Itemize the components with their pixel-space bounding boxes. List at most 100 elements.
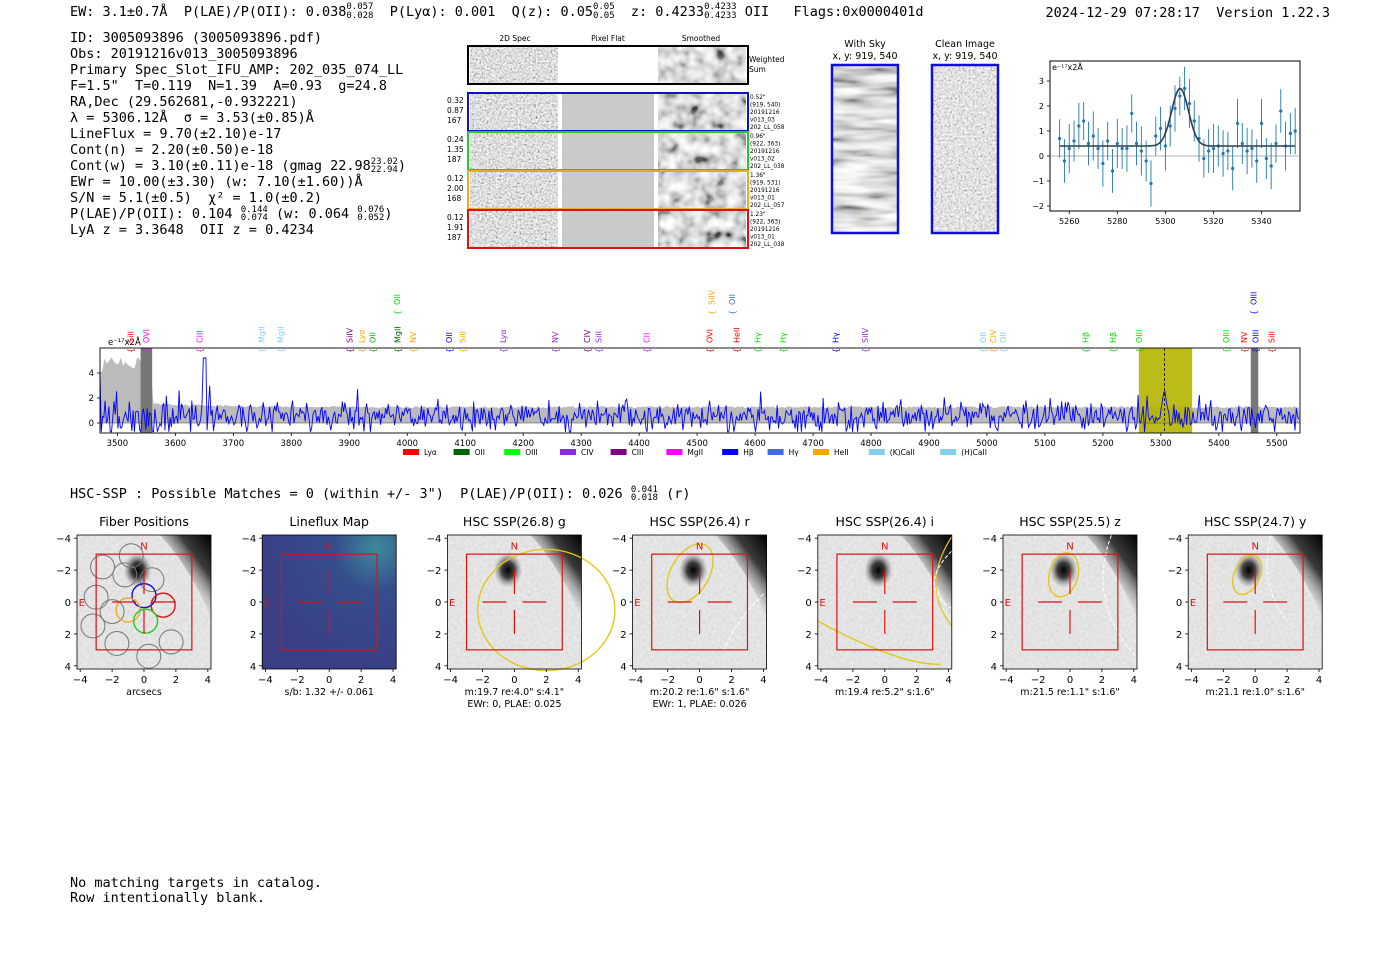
data-point xyxy=(1125,146,1129,151)
source-ellipse xyxy=(817,620,941,665)
cutout-info-line: 202_LL_057 xyxy=(750,203,785,209)
x-tick-label: 3700 xyxy=(223,439,245,449)
compass-east: E xyxy=(79,598,85,609)
emission-line-brace: { xyxy=(705,348,714,353)
cutout-info-line: v013_02 xyxy=(750,157,775,163)
legend-swatch xyxy=(560,449,576,455)
weighted-sum-row: Weighted Sum xyxy=(467,45,785,85)
x-tick-label: 0 xyxy=(141,675,147,686)
x-tick-label: 4700 xyxy=(802,439,824,449)
emission-line-label: Hβ { xyxy=(1082,332,1091,353)
data-point xyxy=(1269,164,1273,168)
emission-line-label: OII { xyxy=(369,332,378,353)
header-qz-hi: 0.05 xyxy=(592,2,615,12)
x-tick-label: 0 xyxy=(1252,675,1258,686)
galaxy-blob xyxy=(1049,552,1078,588)
sky-images: With Sky x, y: 919, 540 Clean Image x, y… xyxy=(830,39,1000,235)
bright-corner xyxy=(715,535,767,619)
info-contw-lo: 22.94 xyxy=(370,165,398,175)
y-tick-label: −4 xyxy=(797,534,812,545)
masked-region xyxy=(140,348,153,433)
emission-line-brace: { xyxy=(357,348,366,353)
aperture-box xyxy=(465,553,563,651)
y-tick-label: 2 xyxy=(620,630,626,641)
cutout-info-line: v013_03 xyxy=(750,118,775,124)
x-tick-label: 5280 xyxy=(1107,217,1127,226)
emission-line-text: OII xyxy=(999,332,1008,343)
fiber-circle xyxy=(112,562,138,588)
info-ewr: EWr = 10.00(±3.30) (w: 7.10(±1.60))Å xyxy=(70,174,363,190)
source-ellipse xyxy=(935,536,953,627)
panel-group: Fiber PositionsNE−44−22002−24−4arcsecsLi… xyxy=(56,514,1323,710)
col-smoothed-label: Smoothed xyxy=(682,34,721,43)
clean-image xyxy=(932,65,998,233)
emission-line-label: Hγ { xyxy=(779,332,788,353)
info-contw: Cont(w) = 3.10(±0.11)e-18 (gmag 22.98 23.… xyxy=(70,158,406,175)
x-tick-label: 4200 xyxy=(512,439,534,449)
cutout-weight: 0.12 xyxy=(447,213,464,222)
info-plae: P(LAE)/P(OII): 0.104 0.144 0.074 (w: 0.06… xyxy=(70,205,406,223)
emission-line-label: SiIV { xyxy=(345,327,354,353)
x-tick-label: 5200 xyxy=(1092,439,1114,449)
fiber-circle xyxy=(99,599,125,625)
y-tick-label: 1 xyxy=(1039,127,1044,136)
emission-line-text: OII xyxy=(445,332,454,343)
line-fit-plot: 3 2 1 0 −1 −2 5260 5280 5300 5320 5340 e⁻¹⁷x2Å xyxy=(1032,60,1301,226)
emission-line-label: Lyα { xyxy=(357,329,366,353)
header-qz-lo: 0.05 xyxy=(592,11,615,21)
x-tick-label: 4 xyxy=(390,675,396,686)
data-point xyxy=(1149,181,1153,186)
emission-line-text: SiII xyxy=(458,331,467,343)
emission-line-label: OIII { xyxy=(1250,292,1259,315)
info-plae-lo: 0.074 xyxy=(240,213,268,223)
fiber-circle-highlight xyxy=(132,608,159,634)
info-contw-end: ) xyxy=(397,158,406,174)
x-tick-label: −4 xyxy=(999,675,1014,686)
fiber-circle-highlight xyxy=(150,592,176,618)
emission-line-brace: { xyxy=(595,348,604,353)
header-z-line: OII xyxy=(744,4,770,20)
info-plae-end: ) xyxy=(384,206,393,222)
emission-line-text: CII xyxy=(643,333,652,343)
data-point xyxy=(1163,144,1167,148)
emission-line-brace: { xyxy=(1135,348,1144,353)
emission-line-brace: { xyxy=(1240,348,1249,353)
line-fit-frame xyxy=(1049,60,1301,212)
neighbor-ellipse xyxy=(933,550,953,609)
legend-swatch xyxy=(403,449,419,455)
data-point xyxy=(1077,124,1081,128)
y-tick-label: 2 xyxy=(1176,630,1182,641)
data-point xyxy=(1086,141,1091,146)
header-plae: P(LAE)/P(OII): 0.038 xyxy=(183,4,347,20)
info-lya-z: LyA z = 3.3648 OII z = 0.4234 xyxy=(70,222,314,238)
data-point xyxy=(1255,159,1259,163)
x-tick-label: 2 xyxy=(914,675,920,686)
data-point xyxy=(1110,169,1115,173)
y-tick-label: 4 xyxy=(89,369,94,379)
y-tick-label: −2 xyxy=(612,566,627,577)
emission-line-brace: { xyxy=(127,348,136,353)
emission-line-label: CII { xyxy=(643,333,652,353)
hsc-summary-band: (r) xyxy=(666,486,691,502)
emission-line-brace: { xyxy=(393,310,402,315)
with-sky-coords: x, y: 919, 540 xyxy=(832,51,897,62)
info-radec: RA,Dec (29.562681,-0.932221) xyxy=(70,94,298,110)
x-tick-label: 5000 xyxy=(976,439,998,449)
header-qz: Q(z): 0.05 xyxy=(511,4,593,20)
info-plae-w: (w: 0.064 xyxy=(275,206,350,222)
emission-line-label: OVI { xyxy=(705,329,714,353)
cutout-snr: 0.87 xyxy=(447,106,464,115)
data-point xyxy=(1245,149,1249,153)
info-plae-w-hi: 0.076 xyxy=(357,205,385,215)
fiber-circle xyxy=(136,643,162,669)
legend-label: Hγ xyxy=(789,448,800,457)
compass-north: N xyxy=(511,541,518,552)
sum-label: Sum xyxy=(749,65,766,74)
emission-line-label: OII { xyxy=(445,332,454,353)
emission-line-label: MgII { xyxy=(393,326,402,353)
spectrum-ylabel: e⁻¹⁷x2Å xyxy=(108,336,141,348)
y-tick-label: 4 xyxy=(65,662,71,673)
